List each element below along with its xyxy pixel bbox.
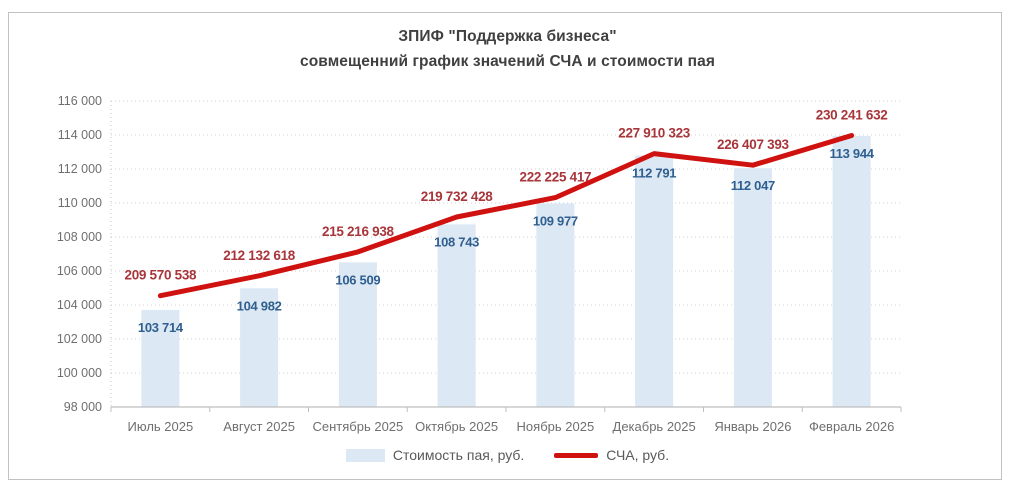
y-axis-tick-label: 114 000 [58,128,102,142]
y-axis-tick-label: 100 000 [57,366,102,380]
bar-value-label: 108 743 [434,234,479,249]
x-axis-category-label: Ноябрь 2025 [517,419,595,434]
line-series [157,133,855,299]
line-value-label: 219 732 428 [421,189,494,204]
line-value-label: 230 241 632 [816,108,888,123]
line-value-label: 212 132 618 [223,248,296,263]
line-value-label: 227 910 323 [618,126,691,141]
y-axis-tick-label: 116 000 [58,94,102,108]
line-value-label: 226 407 393 [717,137,790,152]
bar [141,309,180,407]
bar-value-label: 112 047 [731,178,775,193]
chart-title-line1: ЗПИФ "Поддержка бизнеса" [398,28,617,45]
x-axis-category-label: Сентябрь 2025 [312,419,403,434]
bar-value-label: 113 944 [830,146,875,161]
legend-item-bar-series: Стоимость пая, руб. [345,447,525,463]
y-axis-tick-label: 102 000 [57,332,102,346]
y-axis-tick-label: 112 000 [58,162,102,176]
chart-title-line2: совмещенний график значений СЧА и стоимо… [300,53,715,70]
legend-label-line-series: СЧА, руб. [606,447,670,463]
bar [240,288,279,407]
y-axis-tick-label: 104 000 [57,298,102,312]
bar [635,155,674,407]
y-axis-tick-label: 106 000 [57,264,102,278]
x-axis-category-label: Январь 2026 [714,419,791,434]
line-value-label: 209 570 538 [124,268,197,283]
bar-value-label: 103 714 [138,320,184,335]
bar-value-label: 109 977 [533,213,578,228]
legend: Стоимость пая, руб. СЧА, руб. [0,444,1015,466]
chart-title: ЗПИФ "Поддержка бизнеса" совмещенний гра… [0,24,1015,74]
y-axis-tick-label: 110 000 [58,196,102,210]
bar [733,168,772,407]
y-axis-tick-label: 108 000 [57,230,102,244]
bar [832,135,871,407]
line-value-label: 222 225 417 [519,170,591,185]
line-series-swatch-icon [554,452,599,458]
bar-value-label: 106 509 [335,272,380,287]
bar [437,224,476,407]
x-axis-category-label: Июль 2025 [128,419,194,434]
x-axis-category-label: Декабрь 2025 [613,419,696,434]
legend-item-line-series: СЧА, руб. [554,447,669,463]
bar-series-swatch-icon [345,448,385,462]
bar [536,203,575,407]
x-axis-category-label: Август 2025 [223,419,295,434]
x-axis-category-label: Февраль 2026 [809,419,894,434]
bar [338,262,377,407]
legend-label-bar-series: Стоимость пая, руб. [392,447,525,463]
line-value-label: 215 216 938 [322,224,395,239]
y-axis-tick-label: 98 000 [64,400,102,414]
bar-value-label: 104 982 [237,298,282,313]
x-axis-category-label: Октябрь 2025 [415,419,498,434]
bar-value-label: 112 791 [632,166,676,181]
